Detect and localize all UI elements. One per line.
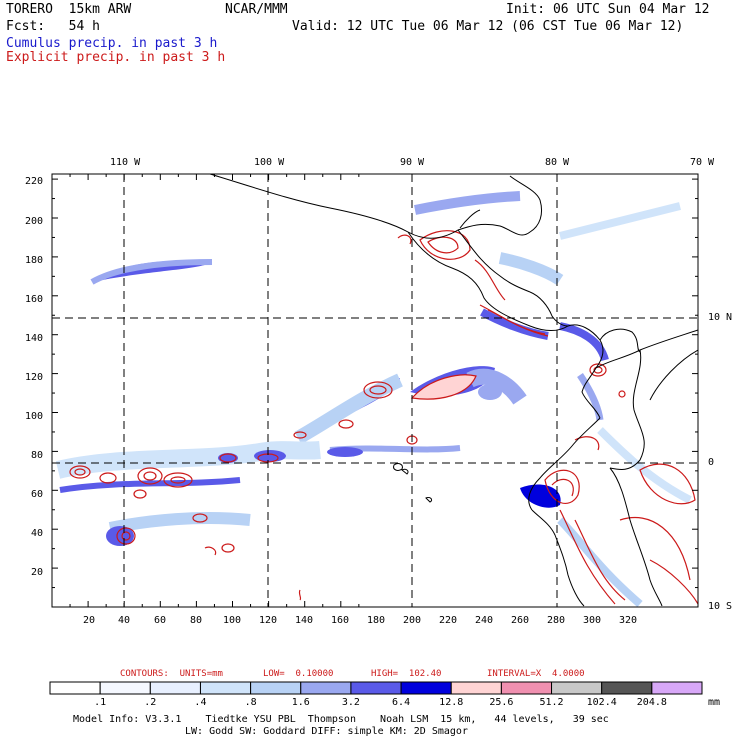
- cumulus-blob-ecuador: [520, 484, 561, 508]
- x-tick-label: 60: [154, 615, 167, 626]
- color-bar-label: 3.2: [341, 697, 360, 708]
- color-bar-swatch: [500, 681, 553, 695]
- axis-ticks: [52, 174, 698, 607]
- init-time: Init: 06 UTC Sun 04 Mar 12: [506, 2, 710, 17]
- physics-info: LW: Godd SW: Goddard DIFF: simple KM: 2D…: [185, 726, 468, 737]
- color-bar-units: mm: [708, 697, 721, 708]
- coastlines: [209, 174, 698, 607]
- y-tick-label: 200: [25, 216, 44, 227]
- y-tick-label: 60: [31, 489, 44, 500]
- color-bar-swatch: [149, 681, 201, 695]
- x-tick-label: 160: [331, 615, 350, 626]
- color-bar-swatch: [651, 681, 703, 695]
- contour-high: HIGH= 102.40: [371, 669, 442, 679]
- x-tick-label: 240: [475, 615, 494, 626]
- x-tick-label: 180: [367, 615, 386, 626]
- color-bar-label: 102.4: [586, 697, 617, 708]
- org-label: NCAR/MMM: [225, 2, 288, 17]
- x-tick-label: 20: [83, 615, 96, 626]
- contour-low: LOW= 0.10000: [263, 669, 334, 679]
- color-bar-label: 51.2: [539, 697, 564, 708]
- y-tick-label: 20: [31, 567, 44, 578]
- color-bar-label: .8: [244, 697, 257, 708]
- lat-label-10s: 10 S: [708, 601, 733, 612]
- y-tick-label: 40: [31, 528, 44, 539]
- y-tick-label: 140: [25, 333, 44, 344]
- lon-label-100w: 100 W: [254, 157, 285, 168]
- color-bar-swatch: [250, 681, 302, 695]
- field-label-explicit: Explicit precip. in past 3 h: [6, 50, 226, 65]
- contour-interval: INTERVAL=X 4.0000: [487, 669, 585, 679]
- x-tick-label: 200: [403, 615, 422, 626]
- color-bar: [49, 681, 703, 695]
- color-bar-swatch: [450, 681, 502, 695]
- y-tick-label: 160: [25, 294, 44, 305]
- cumulus-precip-shading: [55, 191, 692, 607]
- lat-label-10n: 10 N: [708, 312, 733, 323]
- color-bar-swatch: [300, 681, 352, 695]
- color-bar-swatch: [400, 681, 452, 695]
- lat-label-0: 0: [708, 457, 715, 468]
- color-bar-swatch: [99, 681, 151, 695]
- x-tick-label: 140: [295, 615, 314, 626]
- y-tick-label: 120: [25, 372, 44, 383]
- x-tick-label: 80: [190, 615, 203, 626]
- explicit-precip-contours: [69, 230, 698, 605]
- map-frame: [51, 173, 699, 608]
- cumulus-band-west: [92, 260, 212, 282]
- contour-legend: CONTOURS: UNITS=mm LOW= 0.10000 HIGH= 10…: [0, 668, 740, 682]
- x-tick-label: 40: [118, 615, 131, 626]
- model-title: TORERO 15km ARW: [6, 2, 132, 17]
- y-tick-label: 220: [25, 176, 44, 187]
- x-tick-label: 320: [619, 615, 638, 626]
- valid-time: Valid: 12 UTC Tue 06 Mar 12 (06 CST Tue …: [292, 19, 684, 34]
- lon-label-110w: 110 W: [110, 157, 141, 168]
- x-tick-label: 300: [583, 615, 602, 626]
- lon-label-70w: 70 W: [690, 157, 715, 168]
- map-plot-area: [55, 191, 698, 607]
- color-bar-swatch: [199, 681, 252, 695]
- color-bar-swatch: [49, 681, 101, 695]
- x-tick-label: 100: [223, 615, 242, 626]
- lon-label-80w: 80 W: [545, 157, 570, 168]
- x-tick-label: 220: [439, 615, 458, 626]
- x-tick-label: 280: [547, 615, 566, 626]
- color-bar-label: 12.8: [439, 697, 464, 708]
- lat-lon-grid: [52, 174, 698, 607]
- color-bar-label: .4: [194, 697, 207, 708]
- color-bar-swatch: [551, 681, 603, 695]
- x-tick-label: 120: [259, 615, 278, 626]
- color-bar-label: 204.8: [636, 697, 667, 708]
- x-tick-label: 260: [511, 615, 530, 626]
- y-tick-label: 100: [25, 411, 44, 422]
- color-bar-label: 25.6: [489, 697, 514, 708]
- y-tick-label: 180: [25, 255, 44, 266]
- color-bar-swatch: [601, 681, 653, 695]
- forecast-hour: Fcst: 54 h: [6, 19, 100, 34]
- color-bar-label: 6.4: [392, 697, 411, 708]
- color-bar-label: 1.6: [291, 697, 310, 708]
- color-bar-label: .1: [94, 697, 107, 708]
- color-bar-label: .2: [144, 697, 157, 708]
- field-label-cumulus: Cumulus precip. in past 3 h: [6, 36, 218, 51]
- model-info: Model Info: V3.3.1 Tiedtke YSU PBL Thomp…: [73, 714, 609, 725]
- contour-units: CONTOURS: UNITS=mm: [120, 669, 223, 679]
- y-tick-label: 80: [31, 450, 44, 461]
- lon-label-90w: 90 W: [400, 157, 425, 168]
- color-bar-swatch: [350, 681, 402, 695]
